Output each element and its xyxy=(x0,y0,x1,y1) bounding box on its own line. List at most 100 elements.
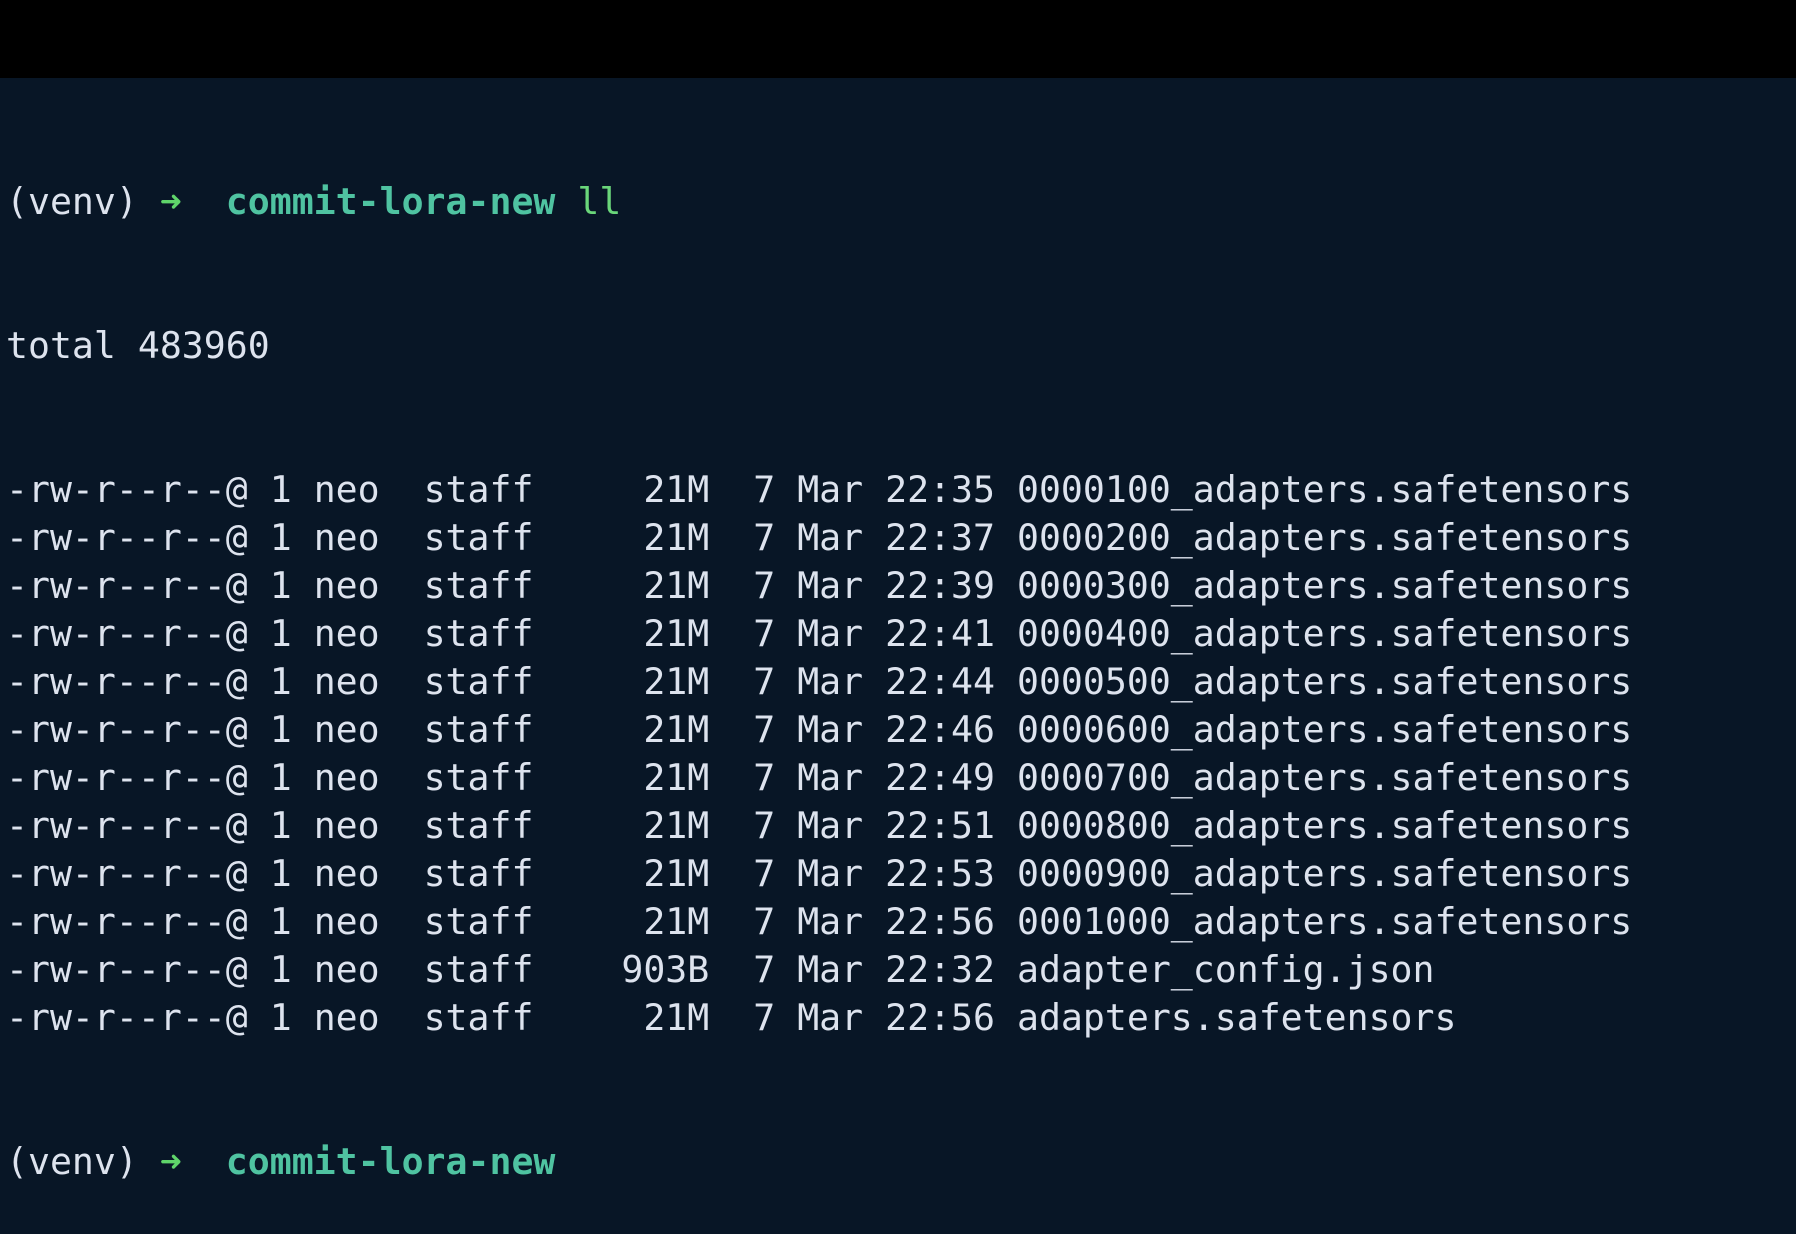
file-day: 7 xyxy=(753,852,776,895)
file-group: staff xyxy=(423,996,534,1039)
file-size: 21M xyxy=(643,756,710,799)
file-owner: neo xyxy=(313,660,380,703)
file-perms: -rw-r--r--@ xyxy=(6,612,248,655)
file-owner: neo xyxy=(313,852,380,895)
file-day: 7 xyxy=(753,660,776,703)
file-name: adapters.safetensors xyxy=(1016,996,1457,1039)
file-links: 1 xyxy=(269,468,292,511)
file-perms: -rw-r--r--@ xyxy=(6,708,248,751)
file-size: 21M xyxy=(643,996,710,1039)
file-month: Mar xyxy=(797,612,864,655)
window-top-bar xyxy=(0,0,1796,78)
file-perms: -rw-r--r--@ xyxy=(6,804,248,847)
file-perms: -rw-r--r--@ xyxy=(6,900,248,943)
file-name: 0000100_adapters.safetensors xyxy=(1016,468,1633,511)
file-day: 7 xyxy=(753,468,776,511)
file-month: Mar xyxy=(797,468,864,511)
file-row: -rw-r--r--@ 1 neo staff 21M 7 Mar 22:51 … xyxy=(6,802,1632,850)
file-row: -rw-r--r--@ 1 neo staff 21M 7 Mar 22:56 … xyxy=(6,994,1632,1042)
current-directory: commit-lora-new xyxy=(225,180,556,223)
file-row: -rw-r--r--@ 1 neo staff 21M 7 Mar 22:37 … xyxy=(6,514,1632,562)
file-size: 21M xyxy=(643,468,710,511)
file-size: 21M xyxy=(643,612,710,655)
file-owner: neo xyxy=(313,708,380,751)
file-time: 22:44 xyxy=(885,660,995,703)
file-day: 7 xyxy=(753,612,776,655)
arrow-right-icon: ➜ xyxy=(159,180,182,223)
file-links: 1 xyxy=(269,516,292,559)
file-owner: neo xyxy=(313,996,380,1039)
file-time: 22:56 xyxy=(885,996,995,1039)
file-month: Mar xyxy=(797,708,864,751)
file-day: 7 xyxy=(753,756,776,799)
file-month: Mar xyxy=(797,660,864,703)
file-perms: -rw-r--r--@ xyxy=(6,660,248,703)
file-row: -rw-r--r--@ 1 neo staff 903B 7 Mar 22:32… xyxy=(6,946,1632,994)
file-row: -rw-r--r--@ 1 neo staff 21M 7 Mar 22:39 … xyxy=(6,562,1632,610)
file-time: 22:41 xyxy=(885,612,995,655)
file-group: staff xyxy=(423,468,534,511)
file-group: staff xyxy=(423,900,534,943)
file-links: 1 xyxy=(269,852,292,895)
file-group: staff xyxy=(423,804,534,847)
file-group: staff xyxy=(423,756,534,799)
file-name: 0000400_adapters.safetensors xyxy=(1016,612,1633,655)
file-day: 7 xyxy=(753,900,776,943)
file-time: 22:56 xyxy=(885,900,995,943)
file-size: 21M xyxy=(643,804,710,847)
file-row: -rw-r--r--@ 1 neo staff 21M 7 Mar 22:53 … xyxy=(6,850,1632,898)
file-name: 0000500_adapters.safetensors xyxy=(1016,660,1633,703)
file-time: 22:32 xyxy=(885,948,995,991)
venv-label: (venv) xyxy=(6,1140,138,1183)
file-row: -rw-r--r--@ 1 neo staff 21M 7 Mar 22:49 … xyxy=(6,754,1632,802)
file-time: 22:37 xyxy=(885,516,995,559)
file-owner: neo xyxy=(313,612,380,655)
file-links: 1 xyxy=(269,756,292,799)
file-day: 7 xyxy=(753,564,776,607)
file-size: 21M xyxy=(643,900,710,943)
file-links: 1 xyxy=(269,900,292,943)
file-perms: -rw-r--r--@ xyxy=(6,468,248,511)
file-perms: -rw-r--r--@ xyxy=(6,948,248,991)
terminal-output[interactable]: (venv) ➜ commit-lora-new ll total 483960… xyxy=(6,82,1632,1234)
prompt-line[interactable]: (venv) ➜ commit-lora-new xyxy=(6,1138,1632,1186)
file-row: -rw-r--r--@ 1 neo staff 21M 7 Mar 22:56 … xyxy=(6,898,1632,946)
file-links: 1 xyxy=(269,804,292,847)
file-month: Mar xyxy=(797,852,864,895)
file-links: 1 xyxy=(269,996,292,1039)
file-month: Mar xyxy=(797,900,864,943)
file-group: staff xyxy=(423,708,534,751)
file-row: -rw-r--r--@ 1 neo staff 21M 7 Mar 22:44 … xyxy=(6,658,1632,706)
arrow-right-icon: ➜ xyxy=(159,1140,182,1183)
file-perms: -rw-r--r--@ xyxy=(6,852,248,895)
file-month: Mar xyxy=(797,564,864,607)
prompt-line: (venv) ➜ commit-lora-new ll xyxy=(6,178,1632,226)
file-links: 1 xyxy=(269,708,292,751)
file-group: staff xyxy=(423,660,534,703)
file-month: Mar xyxy=(797,756,864,799)
file-owner: neo xyxy=(313,756,380,799)
file-month: Mar xyxy=(797,516,864,559)
file-name: 0000300_adapters.safetensors xyxy=(1016,564,1633,607)
file-time: 22:49 xyxy=(885,756,995,799)
file-time: 22:35 xyxy=(885,468,995,511)
venv-label: (venv) xyxy=(6,180,138,223)
file-name: 0000700_adapters.safetensors xyxy=(1016,756,1633,799)
file-owner: neo xyxy=(313,468,380,511)
file-owner: neo xyxy=(313,564,380,607)
file-owner: neo xyxy=(313,900,380,943)
file-links: 1 xyxy=(269,564,292,607)
file-group: staff xyxy=(423,948,534,991)
file-name: 0000200_adapters.safetensors xyxy=(1016,516,1633,559)
file-name: 0001000_adapters.safetensors xyxy=(1016,900,1633,943)
file-name: adapter_config.json xyxy=(1016,948,1435,991)
file-month: Mar xyxy=(797,804,864,847)
file-name: 0000800_adapters.safetensors xyxy=(1016,804,1633,847)
file-month: Mar xyxy=(797,948,864,991)
file-day: 7 xyxy=(753,708,776,751)
current-directory: commit-lora-new xyxy=(225,1140,556,1183)
file-name: 0000900_adapters.safetensors xyxy=(1016,852,1633,895)
file-owner: neo xyxy=(313,804,380,847)
file-row: -rw-r--r--@ 1 neo staff 21M 7 Mar 22:35 … xyxy=(6,466,1632,514)
file-day: 7 xyxy=(753,804,776,847)
